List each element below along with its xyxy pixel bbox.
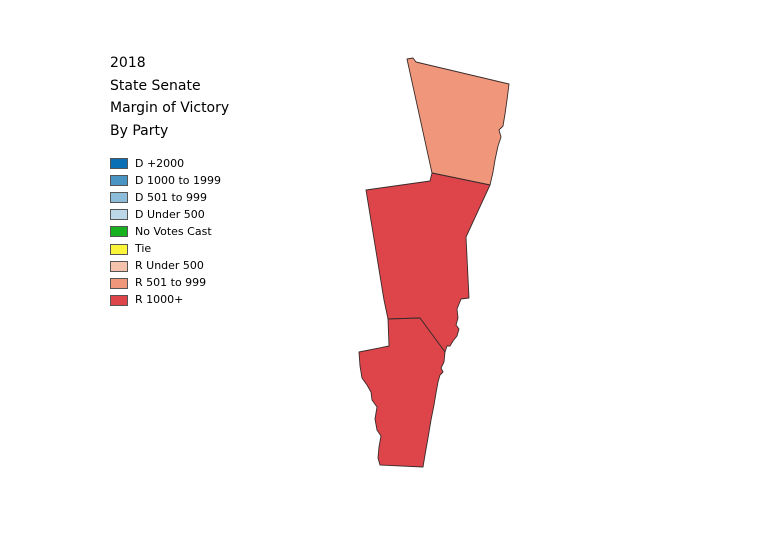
legend-swatch: [110, 260, 128, 272]
legend-swatch: [110, 294, 128, 306]
legend-label: Tie: [135, 242, 152, 256]
legend-item-no-votes-cast: No Votes Cast: [110, 223, 221, 240]
legend-item-tie: Tie: [110, 240, 221, 257]
district-south: [358, 317, 446, 468]
legend-swatch: [110, 209, 128, 221]
title-office: State Senate: [110, 77, 201, 94]
legend-swatch: [110, 158, 128, 170]
legend-label: R 1000+: [135, 293, 184, 307]
legend-swatch: [110, 175, 128, 187]
legend-label: D +2000: [135, 156, 185, 170]
legend-label: D 501 to 999: [135, 190, 207, 204]
title-measure: Margin of Victory: [110, 100, 230, 116]
legend-item-d-501-to-999: D 501 to 999: [110, 189, 221, 206]
legend-item-r-under-500: R Under 500: [110, 258, 221, 275]
legend-item-r-501-to-999: R 501 to 999: [110, 275, 221, 292]
legend-swatch: [110, 226, 128, 238]
legend-label: D 1000 to 1999: [135, 173, 221, 187]
title-grouping: By Party: [110, 122, 169, 139]
district-north: [406, 57, 510, 186]
legend-item-d-1000-to-1999: D 1000 to 1999: [110, 172, 221, 189]
legend-item-d-under-500: D Under 500: [110, 206, 221, 223]
district-central: [365, 172, 491, 353]
legend-label: R 501 to 999: [135, 276, 207, 290]
legend-swatch: [110, 277, 128, 289]
legend-label: R Under 500: [135, 259, 204, 273]
title-year: 2018: [110, 55, 146, 71]
legend-label: No Votes Cast: [135, 224, 212, 238]
map-title: 2018 State Senate Margin of Victory By P…: [110, 52, 229, 142]
legend-item-d-2000: D +2000: [110, 155, 221, 172]
legend-swatch: [110, 192, 128, 204]
legend-item-r-1000-plus: R 1000+: [110, 292, 221, 309]
map-legend: D +2000 D 1000 to 1999 D 501 to 999 D Un…: [110, 155, 221, 309]
legend-label: D Under 500: [135, 207, 205, 221]
legend-swatch: [110, 243, 128, 255]
